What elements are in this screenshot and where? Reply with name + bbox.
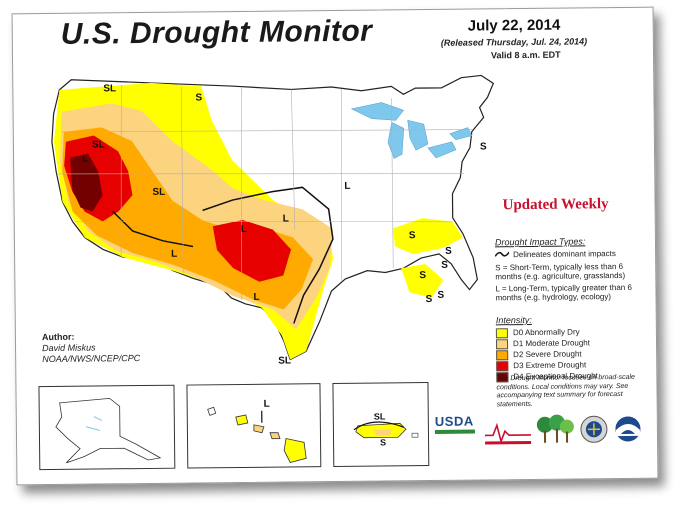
agency-logos: USDA — [435, 410, 657, 458]
swatch-d0 — [495, 327, 508, 338]
label-s-tn: S — [445, 246, 452, 257]
ndmc-logo — [484, 422, 532, 445]
label-s-fl: S — [426, 294, 433, 305]
release-date: (Released Thursday, Jul. 24, 2014) — [440, 36, 588, 48]
impact-types-heading: Drought Impact Types: — [494, 236, 586, 248]
boundary-line-icon — [494, 250, 513, 260]
impact-row-short: S = Short-Term, typically less than 6 mo… — [495, 261, 645, 282]
pr-label-s: S — [380, 437, 386, 447]
disclaimer-note: The Drought Monitor focuses on broad-sca… — [496, 373, 635, 408]
intensity-d1-label: D1 Moderate Drought — [512, 338, 591, 349]
d3-west — [64, 135, 292, 282]
intensity-d3-label: D3 Extreme Drought — [513, 360, 587, 371]
puerto-rico-inset: SL S — [332, 382, 430, 468]
hawaii-inset: L — [186, 383, 322, 469]
label-sl-ca: SL — [92, 139, 105, 150]
label-l-ne: L — [344, 181, 350, 192]
swatch-d2 — [496, 349, 509, 360]
impact-long-text: L = Long-Term, typically greater than 6 … — [495, 282, 632, 303]
intensity-heading: Intensity: — [495, 314, 532, 326]
label-s-ga2: S — [441, 260, 448, 271]
map-date: July 22, 2014 — [467, 16, 561, 35]
label-l-tx: L — [253, 292, 259, 303]
alaska-inset — [38, 384, 176, 471]
hawaii-label-l: L — [264, 399, 270, 410]
noaa-logo-icon — [614, 415, 642, 443]
impact-short-text: S = Short-Term, typically less than 6 mo… — [495, 261, 626, 282]
updated-weekly-banner: Updated Weekly — [502, 196, 609, 214]
drought-monitor-map: U.S. Drought Monitor July 22, 2014 (Rele… — [11, 6, 659, 486]
label-s-ms: S — [437, 290, 444, 301]
great-lakes — [350, 102, 473, 159]
d4-california — [70, 153, 103, 212]
label-l-ok: L — [241, 224, 247, 235]
usda-logo-text: USDA — [434, 413, 474, 429]
swatch-d1 — [495, 338, 509, 349]
tree-logo-icon — [536, 414, 574, 443]
conus-map: SL SL SL L L L L L L SL S S S S S S S S — [51, 74, 495, 367]
author-block: Author: David Miskus NOAA/NWS/NCEP/CPC — [42, 331, 140, 365]
label-s-mt: S — [195, 92, 202, 103]
label-l-az: L — [171, 249, 177, 260]
label-l-ks: L — [283, 213, 289, 224]
puerto-rico-map: SL S — [353, 411, 419, 448]
impact-line-text: Delineates dominant impacts — [513, 249, 616, 260]
label-sl-ut: SL — [152, 187, 165, 198]
label-s-ga1: S — [419, 270, 426, 281]
d0-southeast — [392, 218, 463, 298]
label-s-ky: S — [409, 230, 416, 241]
usda-logo: USDA — [435, 414, 475, 444]
valid-time: Valid 8 a.m. EDT — [490, 49, 561, 61]
alaska-map — [55, 397, 162, 464]
impact-types-legend: Drought Impact Types: Delineates dominan… — [494, 236, 646, 306]
impact-boundary — [112, 186, 334, 324]
label-sl-nw: SL — [103, 83, 116, 94]
label-sl-tx: SL — [278, 355, 291, 366]
impact-row-line: Delineates dominant impacts — [494, 249, 645, 261]
pr-label-sl: SL — [374, 411, 386, 421]
page-title: U.S. Drought Monitor — [60, 14, 373, 51]
intensity-d0-label: D0 Abnormally Dry — [512, 327, 580, 338]
hawaii-map: L — [207, 399, 307, 463]
state-lines — [58, 85, 472, 300]
intensity-legend: Intensity: D0 Abnormally Dry D1 Moderate… — [496, 314, 598, 382]
author-org: NOAA/NWS/NCEP/CPC — [42, 353, 141, 365]
commerce-seal-icon — [580, 415, 608, 443]
intensity-d2-label: D2 Severe Drought — [513, 349, 582, 360]
label-s-ny: S — [480, 141, 487, 152]
swatch-d3 — [496, 360, 509, 371]
label-l-ca: L — [82, 154, 88, 165]
impact-row-long: L = Long-Term, typically greater than 6 … — [495, 282, 645, 303]
